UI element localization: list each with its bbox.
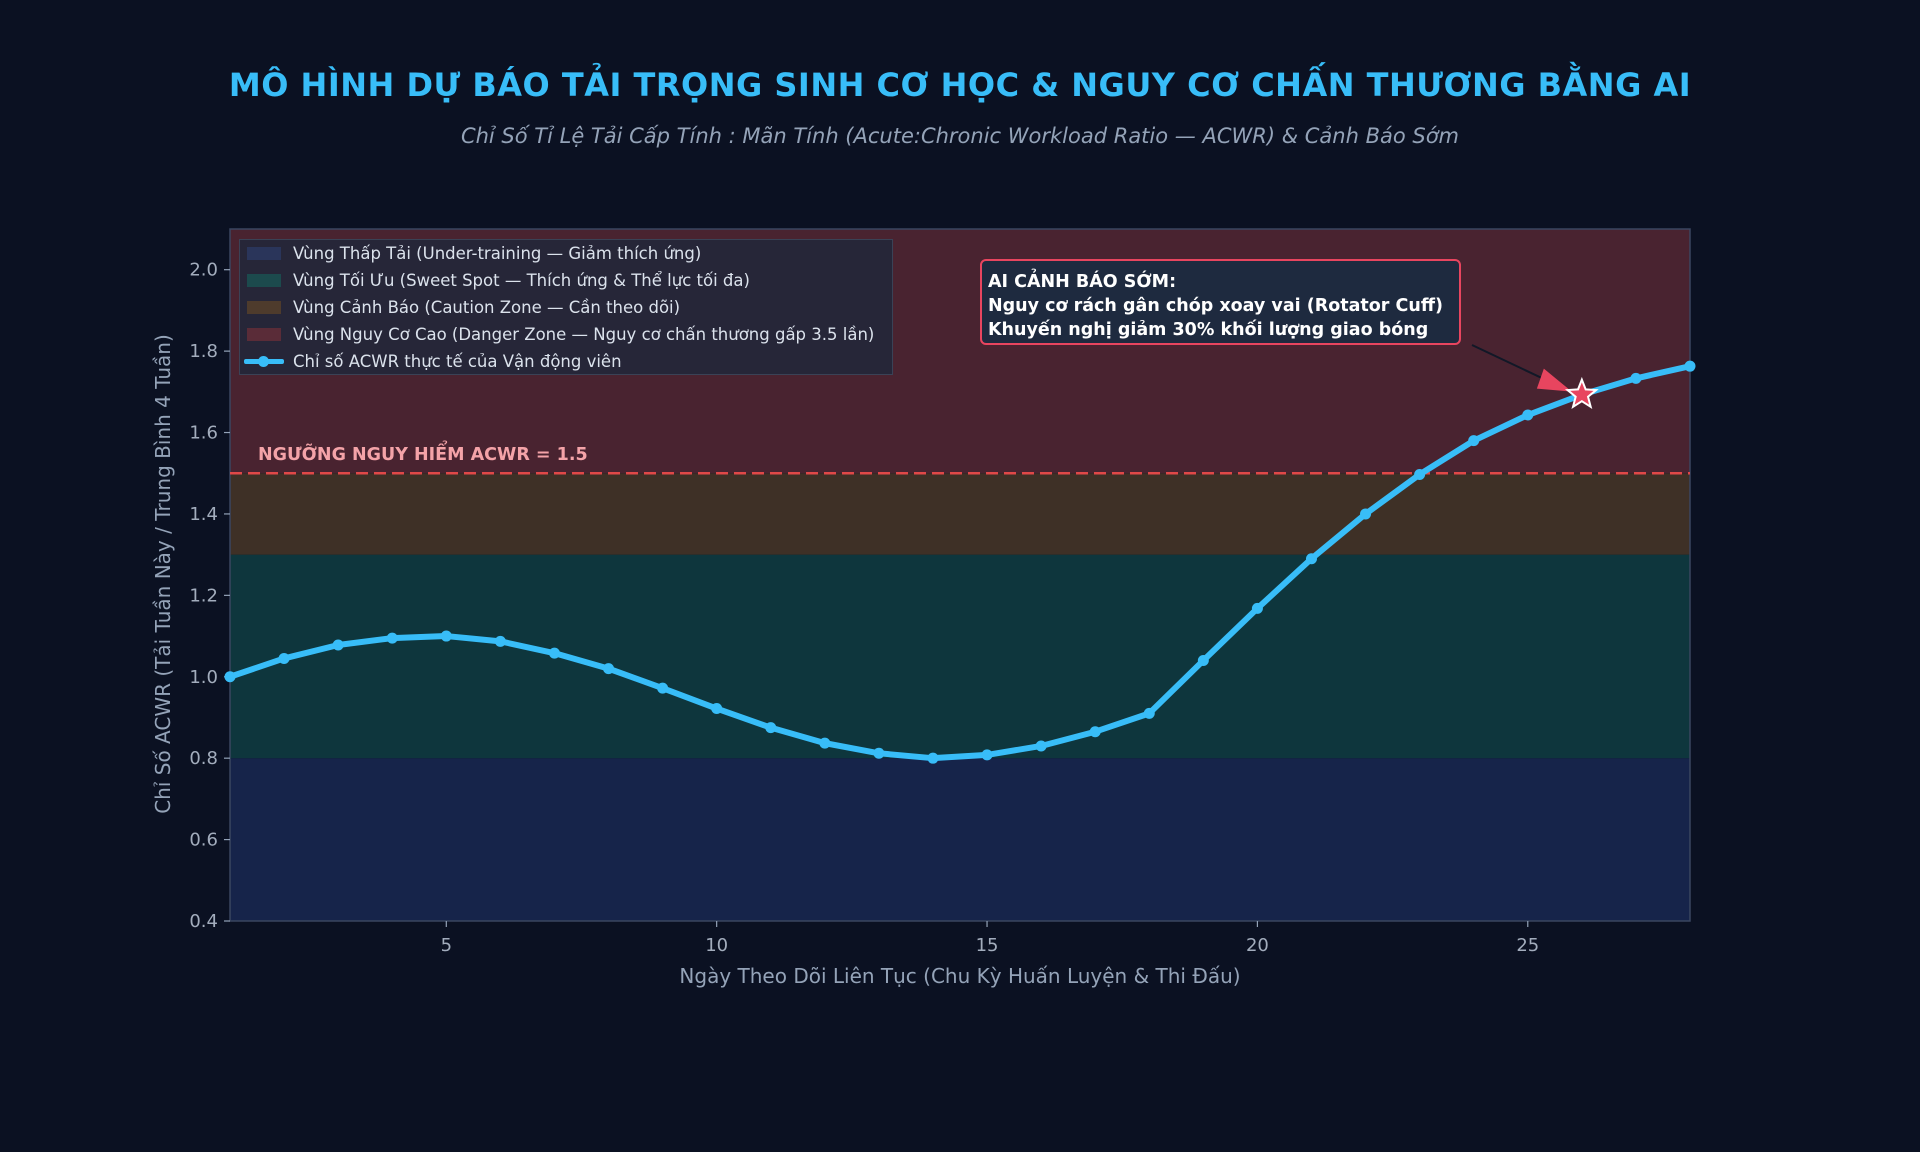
zone-band-2 (230, 473, 1690, 555)
acwr-data-point (927, 752, 939, 764)
ai-alert-box: AI CẢNH BÁO SỚM: Nguy cơ rách gân chóp x… (980, 259, 1461, 345)
acwr-data-point (765, 722, 777, 734)
acwr-data-point (1414, 468, 1426, 480)
acwr-data-point (224, 671, 236, 683)
acwr-data-point (440, 630, 452, 642)
acwr-data-point (603, 663, 615, 675)
legend-label: Vùng Cảnh Báo (Caution Zone — Cần theo d… (293, 298, 681, 317)
y-tick-label: 0.4 (189, 911, 218, 932)
acwr-data-point (1197, 654, 1209, 666)
legend: Vùng Thấp Tải (Under-training — Giảm thí… (239, 239, 893, 375)
y-tick-label: 1.6 (189, 423, 218, 444)
acwr-data-point (1630, 372, 1642, 384)
alert-risk-text: Nguy cơ rách gân chóp xoay vai (Rotator … (988, 296, 1443, 316)
y-tick-label: 1.0 (189, 667, 218, 688)
y-axis-label: Chỉ Số ACWR (Tải Tuần Này / Trung Bình 4… (151, 334, 175, 814)
acwr-data-point (1684, 360, 1696, 372)
x-tick-label: 25 (1516, 935, 1539, 956)
acwr-data-point (1360, 508, 1372, 520)
threshold-label: NGƯỠNG NGUY HIỂM ACWR = 1.5 (258, 445, 588, 465)
acwr-data-point (657, 682, 669, 694)
acwr-data-point (494, 635, 506, 647)
acwr-data-point (1089, 726, 1101, 738)
y-tick-label: 1.2 (189, 585, 218, 606)
x-tick-label: 20 (1246, 935, 1269, 956)
acwr-data-point (548, 647, 560, 659)
alert-star-marker (1564, 376, 1599, 410)
acwr-data-point (1522, 409, 1534, 421)
legend-label: Vùng Thấp Tải (Under-training — Giảm thí… (293, 244, 702, 263)
chart-subtitle: Chỉ Số Tỉ Lệ Tải Cấp Tính : Mãn Tính (Ac… (460, 124, 1460, 148)
legend-label: Chỉ số ACWR thực tế của Vận động viên (293, 352, 622, 371)
y-tick-label: 0.8 (189, 748, 218, 769)
acwr-data-point (386, 632, 398, 644)
y-tick-label: 0.6 (189, 830, 218, 851)
legend-swatch-caution-zone (247, 301, 281, 314)
acwr-data-point (1251, 602, 1263, 614)
legend-swatch-danger-zone (247, 328, 281, 341)
acwr-data-point (711, 703, 723, 715)
alert-heading: AI CẢNH BÁO SỚM: (988, 272, 1177, 292)
x-tick-label: 15 (976, 935, 999, 956)
acwr-data-point (278, 652, 290, 664)
acwr-data-point (1468, 435, 1480, 447)
zone-band-0 (230, 758, 1690, 921)
acwr-data-point (1035, 740, 1047, 752)
y-tick-label: 1.8 (189, 341, 218, 362)
y-tick-label: 1.4 (189, 504, 218, 525)
acwr-data-point (1305, 553, 1317, 565)
acwr-data-point (332, 639, 344, 651)
legend-label: Vùng Nguy Cơ Cao (Danger Zone — Nguy cơ … (293, 325, 875, 344)
zone-band-1 (230, 554, 1690, 759)
plot-frame (229, 228, 1691, 922)
y-tick-label: 2.0 (189, 260, 218, 281)
legend-swatch-sweet-zone (247, 274, 281, 287)
x-tick-label: 5 (441, 935, 452, 956)
x-axis-label: Ngày Theo Dõi Liên Tục (Chu Kỳ Huấn Luyệ… (679, 964, 1241, 988)
alert-arrow-head (1536, 368, 1572, 392)
chart-title: MÔ HÌNH DỰ BÁO TẢI TRỌNG SINH CƠ HỌC & N… (228, 66, 1692, 104)
acwr-data-point (1143, 707, 1155, 719)
acwr-series-line (227, 363, 1693, 762)
acwr-data-point (873, 747, 885, 759)
x-tick-label: 10 (705, 935, 728, 956)
legend-label: Vùng Tối Ưu (Sweet Spot — Thích ứng & Th… (293, 271, 750, 290)
acwr-data-point (981, 749, 993, 761)
legend-marker-acwr (258, 356, 269, 367)
acwr-data-point (819, 737, 831, 749)
legend-swatch-under-zone (247, 247, 281, 260)
alert-recommendation-text: Khuyến nghị giảm 30% khối lượng giao bón… (988, 320, 1429, 340)
